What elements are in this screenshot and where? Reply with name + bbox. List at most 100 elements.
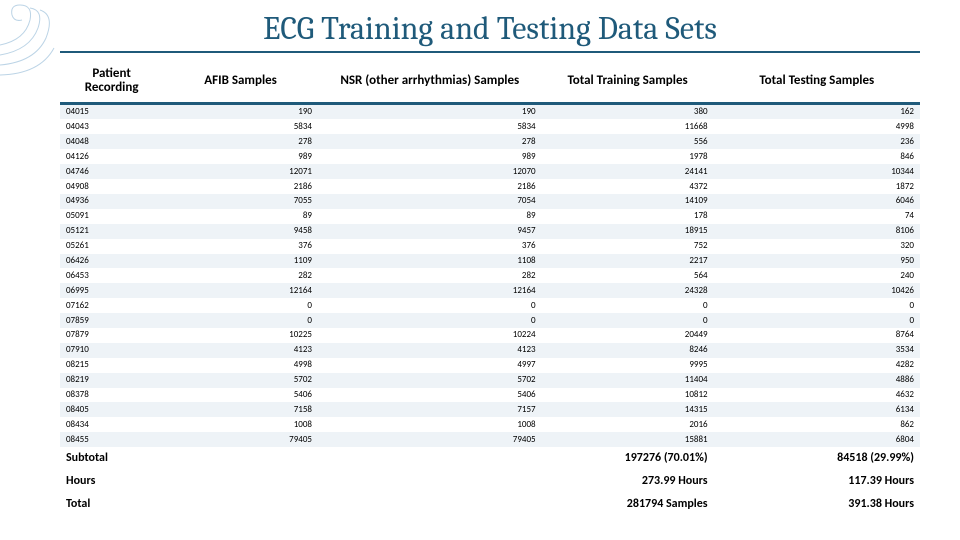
table-cell: 7157 — [318, 402, 542, 417]
table-cell: 89 — [163, 209, 318, 224]
table-row: 0512194589457189158106 — [60, 224, 920, 239]
table-cell: 0 — [318, 313, 542, 328]
table-row: 0493670557054141096046 — [60, 194, 920, 209]
table-row: 06453282282564240 — [60, 268, 920, 283]
table-cell: 5702 — [318, 373, 542, 388]
table-cell: 3534 — [714, 343, 920, 358]
table-cell: 12164 — [318, 283, 542, 298]
summary-blank — [318, 447, 542, 470]
table-cell: 08455 — [60, 432, 163, 447]
table-cell: 04908 — [60, 179, 163, 194]
table-cell: 5834 — [318, 119, 542, 134]
col-header-afib: AFIB Samples — [163, 61, 318, 103]
table-row: 049082186218643721872 — [60, 179, 920, 194]
table-row: 041269899891978846 — [60, 149, 920, 164]
table-row: 078791022510224204498764 — [60, 328, 920, 343]
table-cell: 10812 — [542, 388, 714, 403]
table-cell: 556 — [542, 134, 714, 149]
table-cell: 04746 — [60, 164, 163, 179]
table-cell: 236 — [714, 134, 920, 149]
table-cell: 1872 — [714, 179, 920, 194]
table-cell: 4123 — [318, 343, 542, 358]
table-cell: 07879 — [60, 328, 163, 343]
table-row: 05091898917874 — [60, 209, 920, 224]
table-cell: 0 — [318, 298, 542, 313]
table-cell: 278 — [318, 134, 542, 149]
table-cell: 282 — [318, 268, 542, 283]
table-cell: 10224 — [318, 328, 542, 343]
table-cell: 14109 — [542, 194, 714, 209]
table-cell: 2186 — [318, 179, 542, 194]
table-row: 082154998499799954282 — [60, 358, 920, 373]
table-cell: 24328 — [542, 283, 714, 298]
table-cell: 06426 — [60, 254, 163, 269]
summary-train: 197276 (70.01%) — [542, 447, 714, 470]
table-cell: 7055 — [163, 194, 318, 209]
table-cell: 1978 — [542, 149, 714, 164]
table-cell: 162 — [714, 103, 920, 119]
table-cell: 376 — [163, 239, 318, 254]
data-table: Patient Recording AFIB Samples NSR (othe… — [60, 61, 920, 517]
table-row: 084557940579405158816804 — [60, 432, 920, 447]
header-row: Patient Recording AFIB Samples NSR (othe… — [60, 61, 920, 103]
table-cell: 05121 — [60, 224, 163, 239]
summary-train: 273.99 Hours — [542, 470, 714, 493]
table-cell: 4886 — [714, 373, 920, 388]
table-cell: 08215 — [60, 358, 163, 373]
table-cell: 0 — [163, 313, 318, 328]
table-cell: 12070 — [318, 164, 542, 179]
table-cell: 07910 — [60, 343, 163, 358]
table-cell: 7158 — [163, 402, 318, 417]
table-cell: 564 — [542, 268, 714, 283]
summary-train: 281794 Samples — [542, 493, 714, 516]
table-cell: 4632 — [714, 388, 920, 403]
table-cell: 05261 — [60, 239, 163, 254]
table-cell: 12071 — [163, 164, 318, 179]
table-row: 08434100810082016862 — [60, 417, 920, 432]
table-cell: 4282 — [714, 358, 920, 373]
table-cell: 06453 — [60, 268, 163, 283]
table-cell: 20449 — [542, 328, 714, 343]
table-cell: 380 — [542, 103, 714, 119]
table-cell: 10225 — [163, 328, 318, 343]
table-cell: 0 — [714, 313, 920, 328]
table-cell: 752 — [542, 239, 714, 254]
summary-test: 117.39 Hours — [714, 470, 920, 493]
table-cell: 74 — [714, 209, 920, 224]
table-cell: 7054 — [318, 194, 542, 209]
table-cell: 846 — [714, 149, 920, 164]
table-row: 071620000 — [60, 298, 920, 313]
table-cell: 1008 — [318, 417, 542, 432]
table-cell: 4998 — [714, 119, 920, 134]
table-cell: 4998 — [163, 358, 318, 373]
table-cell: 240 — [714, 268, 920, 283]
table-cell: 0 — [542, 298, 714, 313]
summary-blank — [163, 447, 318, 470]
table-cell: 04936 — [60, 194, 163, 209]
table-row: 04015190190380162 — [60, 103, 920, 119]
table-cell: 5834 — [163, 119, 318, 134]
table-cell: 9995 — [542, 358, 714, 373]
summary-row: Subtotal197276 (70.01%)84518 (29.99%) — [60, 447, 920, 470]
col-header-test: Total Testing Samples — [714, 61, 920, 103]
table-row: 079104123412382463534 — [60, 343, 920, 358]
table-row: 0474612071120702414110344 — [60, 164, 920, 179]
table-cell: 89 — [318, 209, 542, 224]
table-cell: 08378 — [60, 388, 163, 403]
table-cell: 11668 — [542, 119, 714, 134]
summary-test: 391.38 Hours — [714, 493, 920, 516]
table-cell: 8246 — [542, 343, 714, 358]
table-row: 0821957025702114044886 — [60, 373, 920, 388]
table-cell: 14315 — [542, 402, 714, 417]
table-cell: 10344 — [714, 164, 920, 179]
table-cell: 79405 — [318, 432, 542, 447]
table-cell: 6134 — [714, 402, 920, 417]
table-cell: 9458 — [163, 224, 318, 239]
table-cell: 12164 — [163, 283, 318, 298]
table-cell: 08405 — [60, 402, 163, 417]
summary-row: Total281794 Samples391.38 Hours — [60, 493, 920, 516]
table-row: 0404358345834116684998 — [60, 119, 920, 134]
table-row: 0699512164121642432810426 — [60, 283, 920, 298]
table-cell: 15881 — [542, 432, 714, 447]
table-cell: 989 — [163, 149, 318, 164]
